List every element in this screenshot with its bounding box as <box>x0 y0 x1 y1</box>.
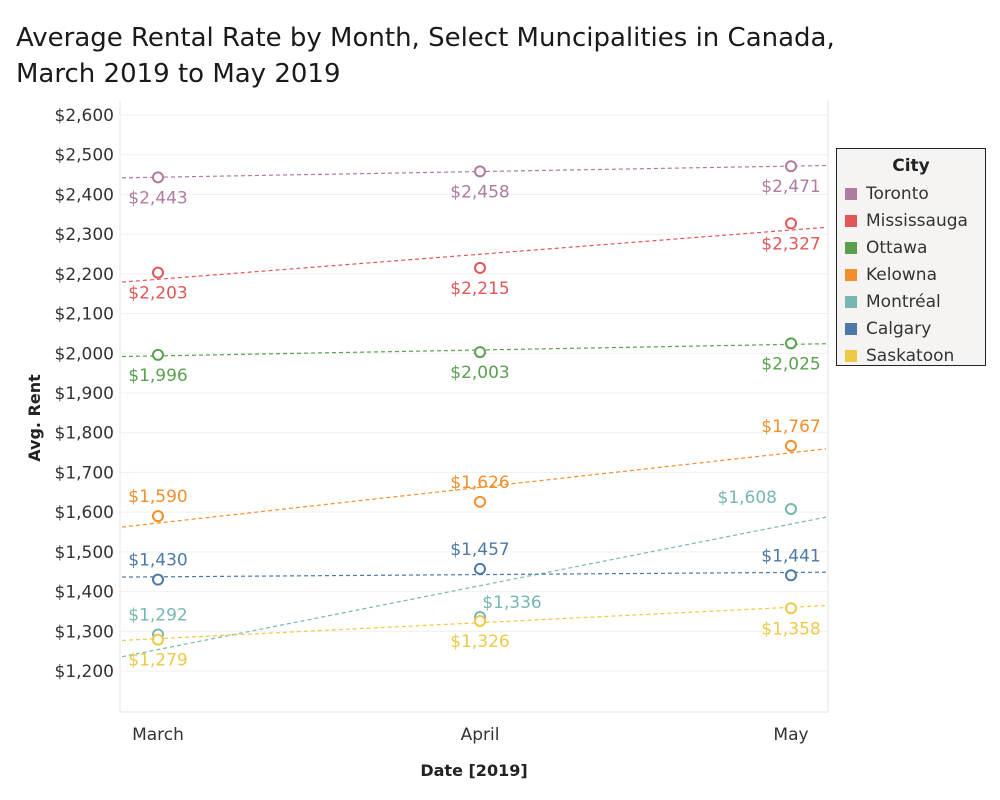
y-tick-label: $2,000 <box>55 344 114 364</box>
y-tick-label: $2,200 <box>55 265 114 285</box>
data-label-mississauga: $2,203 <box>128 284 187 304</box>
data-point-saskatoon <box>785 602 797 615</box>
y-tick-label: $1,600 <box>55 503 114 523</box>
legend-item-toronto[interactable]: Toronto <box>837 180 985 207</box>
legend-label: Ottawa <box>866 237 928 258</box>
data-point-calgary <box>152 573 164 586</box>
data-point-kelowna <box>152 510 164 523</box>
y-axis-title: Avg. Rent <box>25 374 44 462</box>
legend-item-montral[interactable]: Montréal <box>837 288 985 315</box>
data-label-calgary: $1,457 <box>450 540 509 560</box>
legend-swatch <box>845 349 857 362</box>
data-label-montral: $1,292 <box>128 605 187 625</box>
data-point-ottawa <box>152 348 164 361</box>
y-tick-label: $2,100 <box>55 305 114 325</box>
data-label-calgary: $1,430 <box>128 551 187 571</box>
data-label-saskatoon: $1,326 <box>450 632 509 652</box>
legend-swatch <box>845 187 857 200</box>
data-label-ottawa: $1,996 <box>128 366 187 386</box>
data-label-toronto: $2,471 <box>761 177 820 197</box>
y-tick-label: $2,400 <box>55 185 114 205</box>
data-point-montral <box>785 502 797 515</box>
chart-title-line-2: March 2019 to May 2019 <box>16 59 341 89</box>
legend-label: Saskatoon <box>866 345 955 366</box>
legend-items: Toronto Mississauga Ottawa Kelowna Montréal C… <box>837 180 985 369</box>
data-point-kelowna <box>474 495 486 508</box>
data-label-ottawa: $2,025 <box>761 354 820 374</box>
data-label-montral: $1,608 <box>718 488 777 508</box>
x-tick-label: March <box>132 725 184 745</box>
data-point-mississauga <box>152 266 164 279</box>
y-tick-label: $1,900 <box>55 384 114 404</box>
x-axis-title: Date [2019] <box>420 761 527 780</box>
y-tick-label: $2,300 <box>55 225 114 245</box>
y-tick-label: $1,700 <box>55 463 114 483</box>
x-tick-label: April <box>461 725 500 745</box>
data-point-calgary <box>474 562 486 575</box>
legend-swatch <box>845 268 857 281</box>
data-label-kelowna: $1,590 <box>128 487 187 507</box>
x-tick-label: May <box>773 725 808 745</box>
data-point-ottawa <box>474 346 486 359</box>
trend-line-ottawa <box>121 343 827 358</box>
legend-label: Kelowna <box>866 264 937 285</box>
legend-swatch <box>845 295 857 308</box>
legend-label: Toronto <box>866 183 929 204</box>
y-tick-label: $1,200 <box>55 662 114 682</box>
legend-item-calgary[interactable]: Calgary <box>837 315 985 342</box>
y-tick-label: $1,300 <box>55 622 114 642</box>
legend-item-kelowna[interactable]: Kelowna <box>837 261 985 288</box>
data-label-saskatoon: $1,279 <box>128 651 187 671</box>
data-label-montral: $1,336 <box>482 593 541 613</box>
trend-line-mississauga <box>121 226 827 283</box>
y-tick-label: $1,400 <box>55 583 114 603</box>
data-point-calgary <box>785 569 797 582</box>
y-tick-label: $2,600 <box>55 106 114 126</box>
data-point-mississauga <box>474 261 486 274</box>
trend-line-kelowna <box>121 448 827 528</box>
legend-label: Calgary <box>866 318 932 339</box>
data-point-toronto <box>785 160 797 173</box>
legend-item-ottawa[interactable]: Ottawa <box>837 234 985 261</box>
legend: City Toronto Mississauga Ottawa Kelowna Mont… <box>836 148 986 366</box>
data-label-toronto: $2,443 <box>128 188 187 208</box>
legend-swatch <box>845 322 857 335</box>
data-point-ottawa <box>785 337 797 350</box>
trend-line-montral <box>121 516 827 658</box>
data-point-toronto <box>152 171 164 184</box>
legend-title: City <box>892 156 930 176</box>
y-tick-label: $1,800 <box>55 424 114 444</box>
data-label-mississauga: $2,215 <box>450 279 509 299</box>
chart-title: Average Rental Rate by Month, Select Mun… <box>16 20 836 92</box>
data-point-saskatoon <box>474 614 486 627</box>
data-label-calgary: $1,441 <box>761 546 820 566</box>
y-tick-label: $1,500 <box>55 543 114 563</box>
trend-line-toronto <box>121 164 827 179</box>
legend-label: Montréal <box>866 291 941 312</box>
y-tick-label: $2,500 <box>55 146 114 166</box>
chart-title-line-1: Average Rental Rate by Month, Select Mun… <box>16 23 835 53</box>
trend-line-saskatoon <box>121 604 827 642</box>
data-point-mississauga <box>785 217 797 230</box>
data-point-toronto <box>474 165 486 178</box>
data-point-saskatoon <box>152 633 164 646</box>
legend-item-saskatoon[interactable]: Saskatoon <box>837 342 985 369</box>
legend-item-mississauga[interactable]: Mississauga <box>837 207 985 234</box>
legend-swatch <box>845 214 857 227</box>
data-label-toronto: $2,458 <box>450 182 509 202</box>
trend-line-calgary <box>121 571 827 578</box>
data-label-mississauga: $2,327 <box>761 234 820 254</box>
data-label-saskatoon: $1,358 <box>761 619 820 639</box>
data-label-kelowna: $1,767 <box>761 417 820 437</box>
legend-label: Mississauga <box>866 210 968 231</box>
data-label-kelowna: $1,626 <box>450 473 509 493</box>
data-point-kelowna <box>785 439 797 452</box>
data-label-ottawa: $2,003 <box>450 363 509 383</box>
legend-swatch <box>845 241 857 254</box>
